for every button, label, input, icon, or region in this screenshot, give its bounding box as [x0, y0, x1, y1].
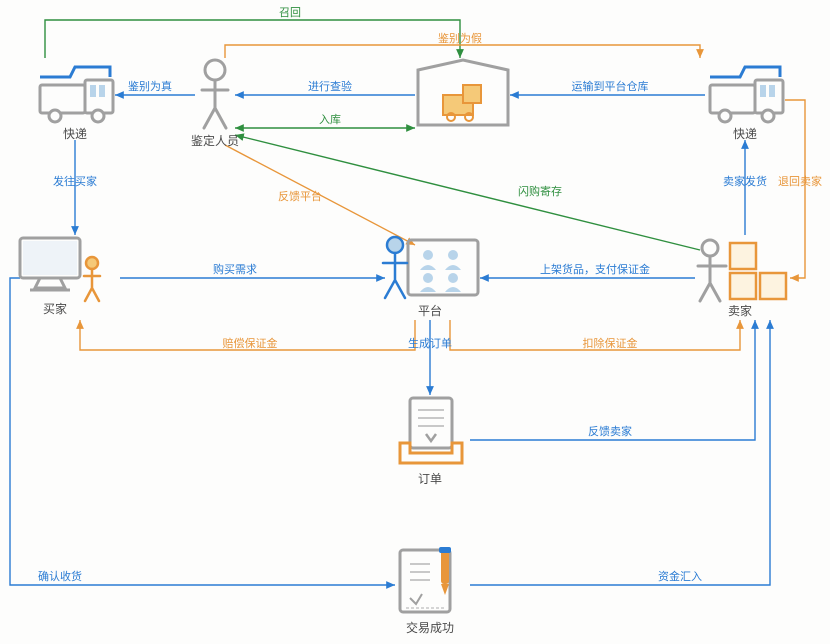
edge-label-ship_to_wh: 运输到平台仓库	[572, 79, 649, 93]
edge-label-real: 鉴别为真	[128, 79, 172, 93]
edge-return-seller	[785, 100, 805, 278]
edge-label-comp_deposit: 赔偿保证金	[223, 336, 278, 350]
edge-label-send_buyer: 发往买家	[53, 174, 97, 188]
node-express-left	[40, 67, 113, 122]
edge-confirm-recv	[10, 278, 395, 585]
node-warehouse	[418, 60, 508, 125]
node-seller	[698, 240, 786, 301]
edge-label-feedback_seller: 反馈卖家	[588, 424, 632, 438]
edge-label-gen_order: 生成订单	[408, 336, 452, 350]
label-inspector: 鉴定人员	[191, 133, 239, 148]
edge-label-fake: 鉴别为假	[438, 31, 482, 45]
edge-label-buy_demand: 购买需求	[213, 262, 257, 276]
label-success: 交易成功	[406, 620, 454, 635]
node-buyer	[20, 238, 100, 301]
edge-fake	[225, 45, 700, 58]
edge-label-deduct_deposit: 扣除保证金	[583, 336, 638, 350]
edge-label-return_seller: 退回卖家	[778, 174, 822, 188]
label-express-left: 快递	[63, 127, 87, 141]
edge-funds-in	[470, 320, 770, 585]
node-inspector	[202, 60, 228, 128]
label-express-right: 快递	[733, 127, 757, 141]
node-success	[400, 547, 451, 612]
edge-label-list_deposit: 上架货品，支付保证金	[540, 262, 650, 276]
edge-label-funds_in: 资金汇入	[658, 569, 702, 583]
label-order: 订单	[418, 472, 442, 486]
node-express-right	[710, 67, 783, 122]
node-order	[400, 398, 462, 463]
edges	[10, 20, 805, 585]
edge-recall	[45, 20, 460, 58]
node-platform	[383, 237, 478, 298]
label-seller: 卖家	[728, 303, 752, 318]
nodes: 快递 鉴定人员 快递	[20, 60, 786, 635]
edge-label-in_stock: 入库	[319, 113, 341, 126]
label-platform: 平台	[418, 303, 442, 318]
flow-diagram: 召回鉴别为假鉴别为真 进行查验 运输到平台仓库入库发往买家反馈平台 闪购寄存 卖家发货退…	[0, 0, 830, 644]
edge-label-seller_ship: 卖家发货	[723, 174, 767, 188]
edge-label-flash_stock: 闪购寄存	[518, 184, 562, 198]
edge-label-confirm_recv: 确认收货	[38, 569, 82, 583]
label-buyer: 买家	[43, 301, 67, 316]
edge-label-feedback_plat: 反馈平台	[278, 189, 322, 203]
edge-label-recall: 召回	[279, 6, 301, 19]
edge-label-inspect: 进行查验	[308, 79, 352, 93]
